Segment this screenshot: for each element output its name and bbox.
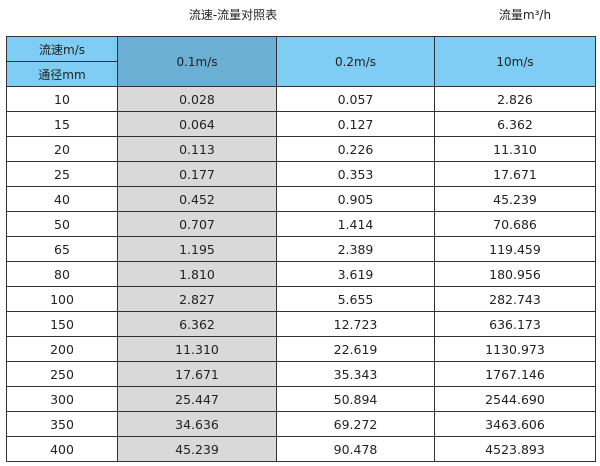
flow-cell: 1130.973 bbox=[434, 336, 596, 362]
header-col-0.1: 0.1m/s bbox=[117, 36, 277, 87]
flow-cell: 90.478 bbox=[276, 436, 435, 462]
table-row: 250 17.671 35.343 1767.146 bbox=[6, 361, 596, 387]
diameter-cell: 400 bbox=[6, 436, 118, 462]
flow-cell: 1.810 bbox=[117, 261, 277, 287]
flow-cell: 0.028 bbox=[117, 86, 277, 112]
diameter-cell: 25 bbox=[6, 161, 118, 187]
flow-cell: 0.177 bbox=[117, 161, 277, 187]
diameter-cell: 100 bbox=[6, 286, 118, 312]
flow-cell: 35.343 bbox=[276, 361, 435, 387]
flow-cell: 6.362 bbox=[117, 311, 277, 337]
flow-cell: 0.452 bbox=[117, 186, 277, 212]
flow-cell: 11.310 bbox=[434, 136, 596, 162]
flow-cell: 2544.690 bbox=[434, 386, 596, 412]
diameter-cell: 300 bbox=[6, 386, 118, 412]
unit-label: 流量m³/h bbox=[498, 8, 552, 22]
table-row: 200 11.310 22.619 1130.973 bbox=[6, 336, 596, 362]
flow-cell: 45.239 bbox=[117, 436, 277, 462]
table-row: 150 6.362 12.723 636.173 bbox=[6, 311, 596, 337]
flow-cell: 0.353 bbox=[276, 161, 435, 187]
table-row: 400 45.239 90.478 4523.893 bbox=[6, 436, 596, 462]
flow-cell: 34.636 bbox=[117, 411, 277, 437]
table-row: 40 0.452 0.905 45.239 bbox=[6, 186, 596, 212]
table-row: 10 0.028 0.057 2.826 bbox=[6, 86, 596, 112]
diameter-cell: 20 bbox=[6, 136, 118, 162]
diameter-cell: 50 bbox=[6, 211, 118, 237]
table-title: 流速-流量对照表 bbox=[188, 8, 278, 22]
flow-cell: 2.826 bbox=[434, 86, 596, 112]
table-row: 50 0.707 1.414 70.686 bbox=[6, 211, 596, 237]
flow-cell: 25.447 bbox=[117, 386, 277, 412]
flow-cell: 3463.606 bbox=[434, 411, 596, 437]
flow-cell: 22.619 bbox=[276, 336, 435, 362]
flow-cell: 0.113 bbox=[117, 136, 277, 162]
diameter-cell: 350 bbox=[6, 411, 118, 437]
flow-cell: 3.619 bbox=[276, 261, 435, 287]
flow-cell: 17.671 bbox=[117, 361, 277, 387]
flow-table: 流速m/s 0.1m/s 0.2m/s 10m/s 通径mm 10 0.028 0.… bbox=[6, 36, 596, 462]
table-row: 20 0.113 0.226 11.310 bbox=[6, 136, 596, 162]
header-speed: 流速m/s bbox=[6, 36, 118, 62]
table-row: 25 0.177 0.353 17.671 bbox=[6, 161, 596, 187]
flow-cell: 12.723 bbox=[276, 311, 435, 337]
table-row: 100 2.827 5.655 282.743 bbox=[6, 286, 596, 312]
flow-cell: 180.956 bbox=[434, 261, 596, 287]
flow-cell: 0.226 bbox=[276, 136, 435, 162]
table-row: 15 0.064 0.127 6.362 bbox=[6, 111, 596, 137]
header-col-10: 10m/s bbox=[434, 36, 596, 87]
flow-cell: 69.272 bbox=[276, 411, 435, 437]
flow-cell: 119.459 bbox=[434, 236, 596, 262]
diameter-cell: 250 bbox=[6, 361, 118, 387]
table-row: 350 34.636 69.272 3463.606 bbox=[6, 411, 596, 437]
flow-cell: 0.905 bbox=[276, 186, 435, 212]
diameter-cell: 65 bbox=[6, 236, 118, 262]
flow-cell: 50.894 bbox=[276, 386, 435, 412]
flow-cell: 1767.146 bbox=[434, 361, 596, 387]
flow-cell: 0.127 bbox=[276, 111, 435, 137]
diameter-cell: 150 bbox=[6, 311, 118, 337]
table-row: 80 1.810 3.619 180.956 bbox=[6, 261, 596, 287]
flow-cell: 0.057 bbox=[276, 86, 435, 112]
flow-cell: 5.655 bbox=[276, 286, 435, 312]
flow-cell: 70.686 bbox=[434, 211, 596, 237]
flow-cell: 17.671 bbox=[434, 161, 596, 187]
diameter-cell: 80 bbox=[6, 261, 118, 287]
flow-cell: 1.414 bbox=[276, 211, 435, 237]
diameter-cell: 40 bbox=[6, 186, 118, 212]
flow-cell: 282.743 bbox=[434, 286, 596, 312]
flow-cell: 1.195 bbox=[117, 236, 277, 262]
diameter-cell: 200 bbox=[6, 336, 118, 362]
diameter-cell: 15 bbox=[6, 111, 118, 137]
flow-cell: 0.707 bbox=[117, 211, 277, 237]
flow-cell: 0.064 bbox=[117, 111, 277, 137]
header-col-0.2: 0.2m/s bbox=[276, 36, 435, 87]
flow-cell: 11.310 bbox=[117, 336, 277, 362]
header-diameter: 通径mm bbox=[6, 61, 118, 87]
flow-cell: 2.389 bbox=[276, 236, 435, 262]
table-row: 300 25.447 50.894 2544.690 bbox=[6, 386, 596, 412]
table-row: 65 1.195 2.389 119.459 bbox=[6, 236, 596, 262]
diameter-cell: 10 bbox=[6, 86, 118, 112]
flow-cell: 2.827 bbox=[117, 286, 277, 312]
flow-cell: 45.239 bbox=[434, 186, 596, 212]
flow-cell: 6.362 bbox=[434, 111, 596, 137]
flow-cell: 4523.893 bbox=[434, 436, 596, 462]
flow-cell: 636.173 bbox=[434, 311, 596, 337]
